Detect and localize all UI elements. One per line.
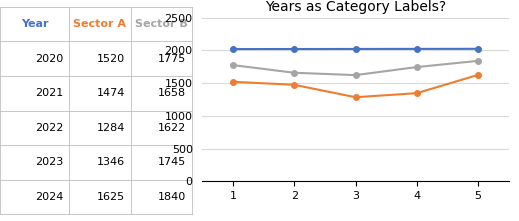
Text: 1775: 1775 [158, 53, 186, 64]
Sector A [352, 96, 359, 99]
Text: 2021: 2021 [35, 88, 63, 98]
Text: Sector B: Sector B [135, 19, 188, 29]
Title: Years as Category Labels?: Years as Category Labels? [265, 0, 446, 14]
Sector A [414, 92, 420, 95]
Text: 1346: 1346 [97, 157, 125, 168]
Text: 1622: 1622 [158, 123, 186, 133]
Year [230, 48, 236, 50]
Text: 2022: 2022 [35, 123, 63, 133]
Sector B [414, 66, 420, 68]
Text: Sector A: Sector A [73, 19, 126, 29]
Line: Year: Year [230, 46, 481, 52]
Text: 1658: 1658 [158, 88, 186, 98]
Sector B [230, 64, 236, 67]
Line: Sector B: Sector B [230, 58, 481, 78]
Text: 2023: 2023 [35, 157, 63, 168]
Text: 1745: 1745 [158, 157, 186, 168]
Text: 1474: 1474 [97, 88, 125, 98]
Text: 1284: 1284 [97, 123, 125, 133]
Sector B [291, 71, 297, 74]
Sector A [475, 74, 481, 76]
Text: 2024: 2024 [35, 192, 63, 202]
Year [414, 48, 420, 50]
Sector B [475, 59, 481, 62]
Text: 2020: 2020 [35, 53, 63, 64]
Sector B [352, 74, 359, 76]
Year [291, 48, 297, 50]
Text: 1840: 1840 [158, 192, 186, 202]
Text: Year: Year [21, 19, 48, 29]
Text: 1520: 1520 [97, 53, 125, 64]
Year [352, 48, 359, 50]
Sector A [291, 84, 297, 86]
Year [475, 48, 481, 50]
Text: 1625: 1625 [97, 192, 125, 202]
Line: Sector A: Sector A [230, 72, 481, 100]
Sector A [230, 80, 236, 83]
